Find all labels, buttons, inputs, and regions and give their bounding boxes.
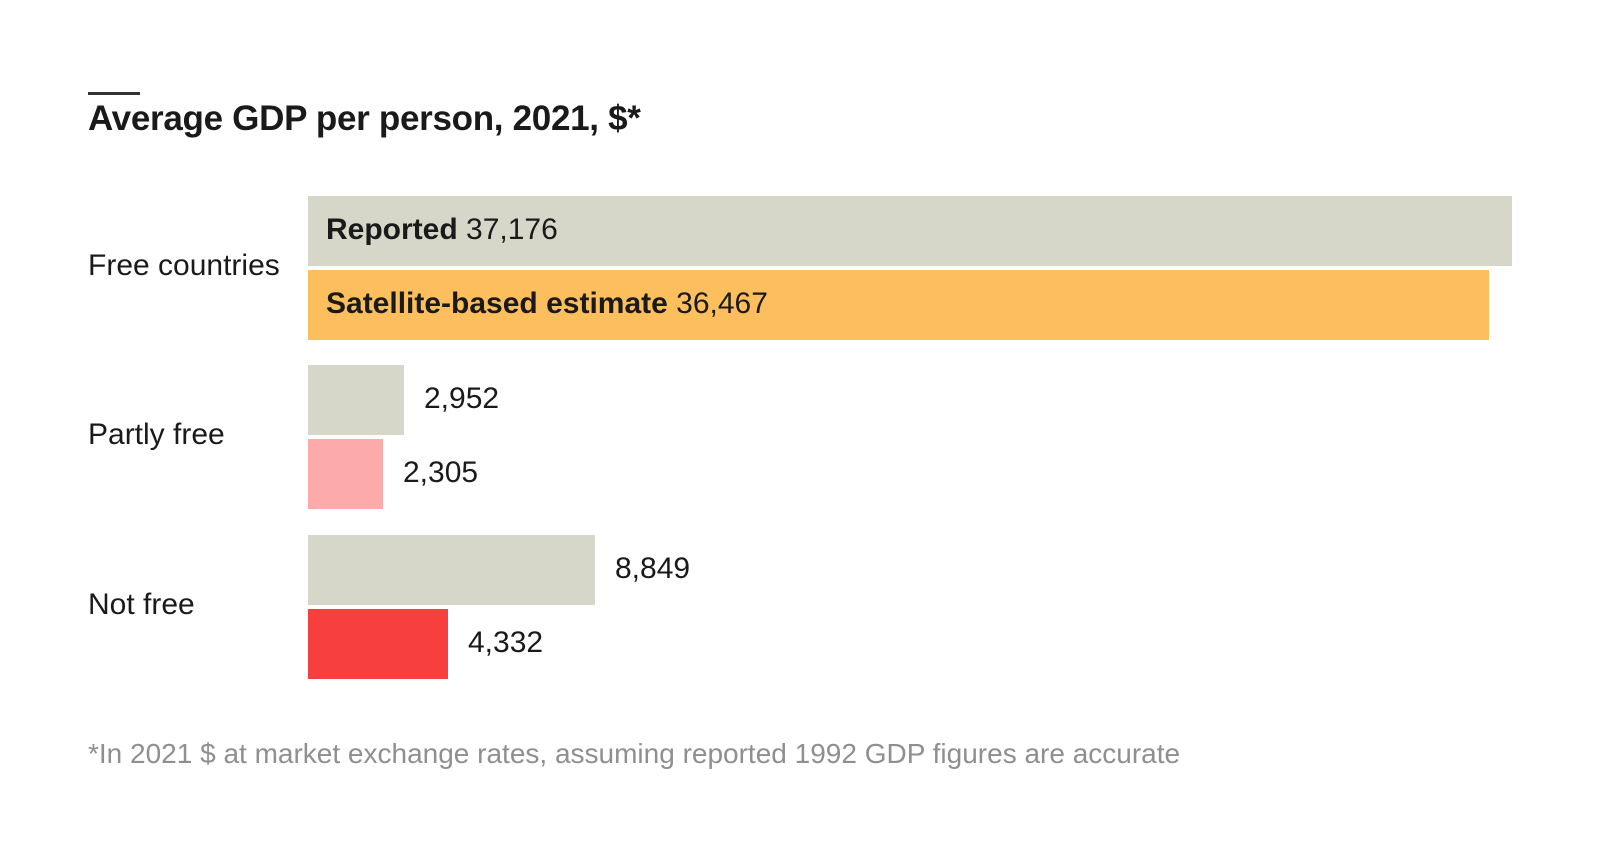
bar bbox=[308, 365, 404, 435]
data-label: 2,305 bbox=[403, 456, 479, 489]
category-label: Partly free bbox=[88, 418, 225, 451]
bar bbox=[308, 609, 448, 679]
data-label: Reported 37,176 bbox=[326, 215, 558, 245]
data-label: 4,332 bbox=[468, 626, 544, 659]
bar bbox=[308, 196, 1512, 266]
chart-title: Average GDP per person, 2021, $* bbox=[88, 99, 641, 138]
title-rule bbox=[88, 92, 140, 95]
data-label: Satellite-based estimate 36,467 bbox=[326, 289, 768, 319]
series-name: Satellite-based estimate bbox=[326, 287, 668, 320]
series-name: Reported bbox=[326, 213, 458, 246]
data-label: 2,952 bbox=[424, 382, 500, 415]
data-label: 8,849 bbox=[615, 552, 691, 585]
category-label: Not free bbox=[88, 588, 195, 621]
bar bbox=[308, 439, 383, 509]
category-label: Free countries bbox=[88, 249, 280, 282]
footnote: *In 2021 $ at market exchange rates, ass… bbox=[88, 738, 1181, 769]
bar bbox=[308, 270, 1489, 340]
bar bbox=[308, 535, 595, 605]
value-label: 37,176 bbox=[457, 213, 558, 246]
value-label: 36,467 bbox=[667, 287, 768, 320]
